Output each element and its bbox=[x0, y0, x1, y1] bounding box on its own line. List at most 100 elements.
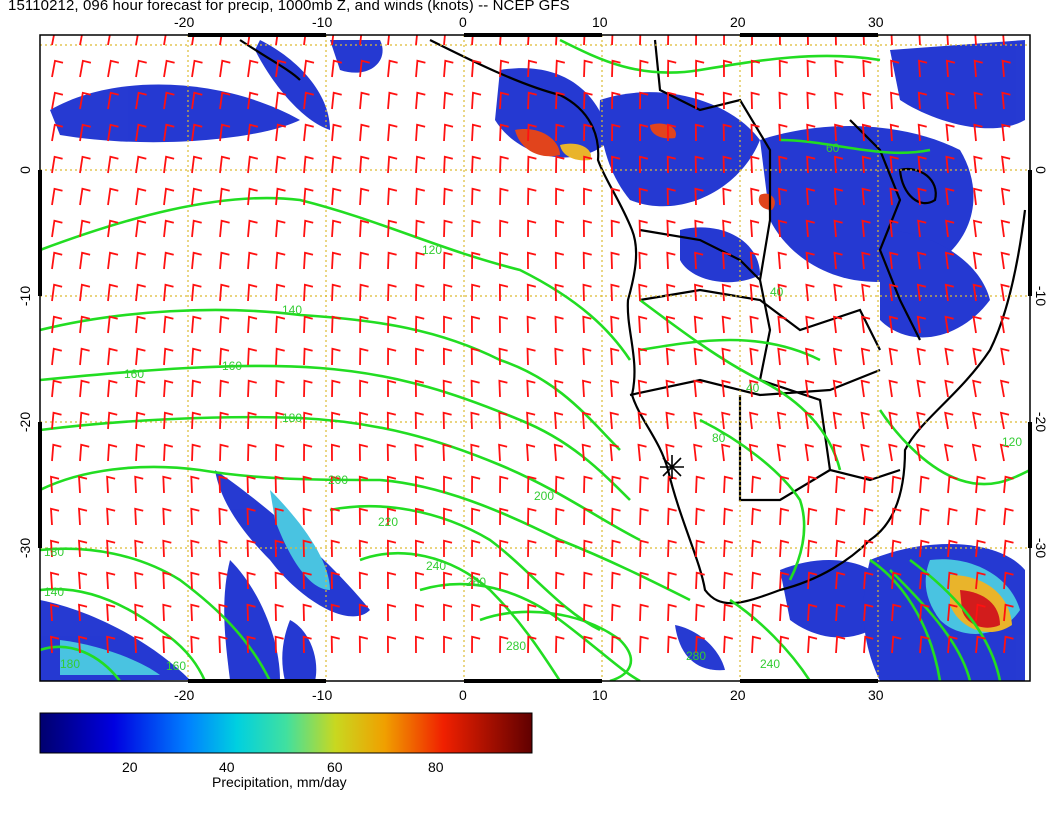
wind-barb bbox=[163, 411, 174, 430]
wind-barb bbox=[414, 603, 425, 622]
colorbar-tick-label: 60 bbox=[327, 759, 343, 775]
wind-barb bbox=[190, 475, 200, 494]
wind-barb bbox=[134, 603, 144, 622]
wind-barb bbox=[919, 507, 930, 526]
wind-barb bbox=[723, 635, 734, 654]
wind-barb bbox=[945, 187, 955, 206]
wind-barb bbox=[889, 123, 900, 142]
wind-barb bbox=[860, 315, 871, 334]
wind-barb bbox=[749, 251, 760, 270]
wind-barb bbox=[247, 315, 258, 334]
wind-barb bbox=[807, 635, 818, 654]
wind-barb bbox=[302, 603, 312, 622]
wind-barb bbox=[806, 35, 809, 46]
wind-barb bbox=[947, 539, 958, 558]
lat-tick-label: -20 bbox=[17, 412, 33, 432]
wind-barb bbox=[863, 635, 874, 654]
wind-barb bbox=[805, 283, 815, 302]
wind-barb bbox=[722, 187, 732, 206]
wind-barb bbox=[330, 571, 340, 590]
wind-barb bbox=[442, 443, 452, 462]
wind-barb bbox=[415, 219, 425, 238]
wind-barb bbox=[667, 35, 670, 46]
wind-barb bbox=[611, 571, 621, 590]
contour-label: 140 bbox=[282, 303, 302, 317]
wind-barb bbox=[944, 251, 955, 270]
wind-barb bbox=[498, 347, 508, 366]
wind-barb bbox=[555, 91, 565, 110]
wind-barb bbox=[415, 59, 426, 78]
wind-barb bbox=[917, 91, 928, 110]
wind-barb bbox=[583, 59, 593, 78]
wind-barb bbox=[778, 91, 788, 110]
wind-barb bbox=[861, 187, 871, 206]
wind-barb bbox=[275, 443, 285, 462]
wind-barb bbox=[274, 539, 284, 558]
wind-barb bbox=[471, 155, 481, 174]
wind-barb bbox=[191, 187, 203, 206]
wind-barb bbox=[695, 475, 705, 494]
wind-barb bbox=[694, 187, 704, 206]
wind-barb bbox=[863, 571, 874, 590]
wind-barb bbox=[470, 379, 480, 398]
wind-barb bbox=[945, 123, 955, 142]
wind-barb bbox=[583, 35, 586, 46]
wind-barb bbox=[107, 155, 119, 174]
wind-barb bbox=[162, 635, 172, 654]
wind-barb bbox=[50, 571, 60, 590]
wind-barb bbox=[163, 35, 167, 46]
wind-barb bbox=[303, 347, 313, 366]
wind-barb bbox=[106, 539, 116, 558]
wind-barb bbox=[359, 379, 369, 398]
wind-barb bbox=[443, 123, 454, 142]
wind-barb bbox=[555, 35, 558, 46]
wind-barb bbox=[443, 59, 454, 78]
wind-barb bbox=[330, 475, 340, 494]
lon-tick-label: -20 bbox=[174, 687, 194, 703]
wind-barb bbox=[443, 475, 453, 493]
wind-barb bbox=[975, 571, 986, 590]
wind-barb bbox=[443, 315, 453, 333]
wind-barb bbox=[443, 539, 453, 557]
wind-barb bbox=[359, 155, 370, 174]
wind-barb bbox=[582, 315, 592, 334]
wind-barb bbox=[471, 283, 481, 302]
wind-barb bbox=[918, 35, 921, 46]
wind-barb bbox=[694, 283, 704, 302]
wind-barb bbox=[78, 507, 88, 526]
wind-barb bbox=[191, 59, 203, 78]
wind-barb bbox=[247, 59, 259, 78]
wind-barb bbox=[832, 347, 843, 366]
wind-barb bbox=[637, 347, 648, 366]
wind-barb bbox=[303, 91, 315, 110]
wind-barb bbox=[219, 123, 231, 142]
wind-barb bbox=[386, 539, 397, 558]
wind-barb bbox=[639, 603, 649, 622]
wind-barb bbox=[219, 155, 231, 174]
wind-barb bbox=[695, 507, 705, 526]
wind-barb bbox=[721, 443, 731, 462]
wind-barb bbox=[583, 571, 593, 590]
wind-barb bbox=[247, 379, 257, 398]
wind-barb bbox=[135, 283, 146, 302]
wind-barb bbox=[275, 315, 286, 334]
wind-barb bbox=[667, 603, 677, 622]
lon-tick-label: 10 bbox=[592, 687, 608, 703]
wind-barb bbox=[331, 59, 343, 78]
wind-barb bbox=[891, 635, 902, 654]
wind-barb bbox=[639, 59, 649, 78]
wind-barb bbox=[359, 347, 369, 366]
wind-barb bbox=[749, 315, 759, 334]
wind-barb bbox=[106, 475, 116, 494]
wind-barb bbox=[581, 411, 592, 430]
wind-barb bbox=[971, 411, 982, 430]
wind-barb bbox=[303, 379, 313, 398]
wind-barb bbox=[1001, 59, 1011, 78]
wind-barb bbox=[387, 251, 397, 270]
wind-barb bbox=[331, 187, 342, 206]
wind-barb bbox=[219, 379, 230, 398]
wind-barb bbox=[275, 123, 287, 142]
lat-tick-label: -10 bbox=[1033, 286, 1049, 306]
wind-barb bbox=[79, 251, 91, 270]
wind-barb bbox=[611, 155, 621, 173]
